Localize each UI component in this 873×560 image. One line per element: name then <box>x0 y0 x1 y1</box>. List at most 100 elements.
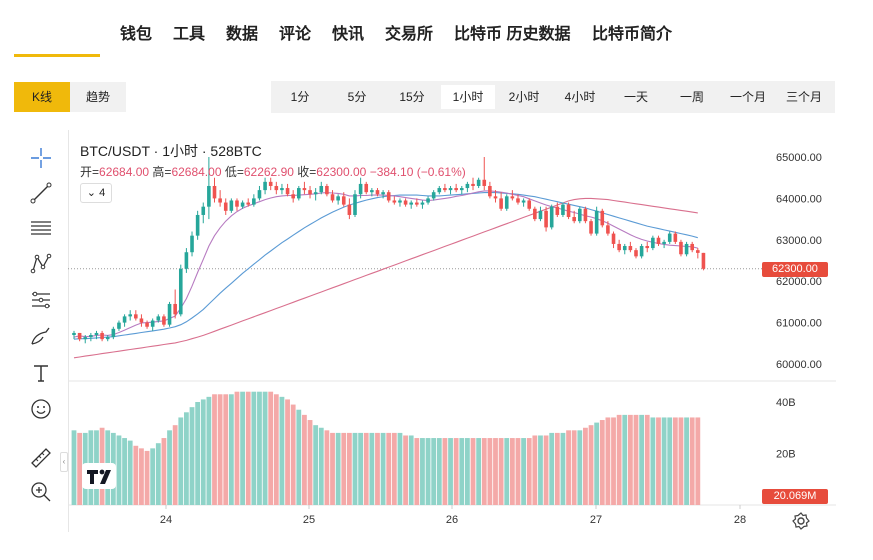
interval-3months[interactable]: 三个月 <box>785 90 822 104</box>
candle-body <box>606 225 610 234</box>
tab-trend[interactable]: 趋势 <box>70 82 126 112</box>
nav-comments[interactable]: 评论 <box>279 26 312 43</box>
interval-1min[interactable]: 1分 <box>290 90 310 104</box>
candle-body <box>178 268 183 315</box>
candle <box>117 320 121 331</box>
volume-bar <box>605 417 611 505</box>
candle-body <box>572 217 576 222</box>
interval-2h[interactable]: 2小时 <box>508 90 540 104</box>
candle <box>448 185 453 195</box>
volume-bar <box>363 432 369 505</box>
candle-body <box>611 233 616 244</box>
volume-bar <box>639 414 645 505</box>
price-tick-label: 61000.00 <box>776 318 822 330</box>
gear-icon[interactable] <box>791 511 811 531</box>
tab-kline[interactable]: K线 <box>14 82 70 112</box>
candle <box>370 188 374 197</box>
horizontal-lines-icon[interactable] <box>24 212 58 244</box>
nav-btc-history[interactable]: 比特币 历史数据 <box>454 26 571 43</box>
candle <box>443 183 447 193</box>
high-value: 62684.00 <box>171 165 222 179</box>
volume-bar <box>380 432 386 505</box>
candle <box>156 314 161 323</box>
candle-body <box>634 250 638 257</box>
volume-bar <box>279 396 285 505</box>
candle-body <box>257 190 262 199</box>
interval-15min[interactable]: 15分 <box>399 90 425 104</box>
high-label: 高= <box>152 165 172 179</box>
candle-body <box>409 202 413 205</box>
brush-icon[interactable] <box>24 320 58 352</box>
crosshair-icon[interactable] <box>24 142 58 174</box>
fib-levels-icon[interactable] <box>24 284 58 316</box>
interval-1month[interactable]: 一个月 <box>729 90 766 104</box>
candle <box>476 177 481 189</box>
candle <box>403 198 408 207</box>
candle-body <box>667 233 672 242</box>
volume-bar <box>594 422 600 505</box>
candle-body <box>128 314 132 317</box>
interval-5min[interactable]: 5分 <box>347 90 367 104</box>
candle-body <box>100 332 104 340</box>
nav-wallet[interactable]: 钱包 <box>120 26 153 43</box>
pattern-icon[interactable] <box>24 248 58 280</box>
candle <box>589 219 593 236</box>
candle-body <box>274 185 279 191</box>
ruler-icon[interactable] <box>24 442 58 474</box>
candle <box>336 194 340 205</box>
nav-btc-intro[interactable]: 比特币简介 <box>592 26 673 43</box>
interval-1h[interactable]: 1小时 <box>441 85 495 109</box>
candle <box>538 206 543 222</box>
chevron-down-icon: ⌄ <box>86 187 97 199</box>
candle <box>341 192 346 207</box>
candle <box>555 202 560 218</box>
volume-bar <box>195 402 201 505</box>
interval-1day[interactable]: 一天 <box>623 90 648 104</box>
volume-bar <box>414 438 420 505</box>
zoom-in-icon[interactable] <box>24 476 58 508</box>
trend-line-icon[interactable] <box>24 177 58 209</box>
interval-4h[interactable]: 4小时 <box>564 90 596 104</box>
candle-body <box>336 196 340 201</box>
candle <box>246 198 251 207</box>
candle <box>426 196 430 205</box>
candle-body <box>448 188 453 191</box>
candle-body <box>105 337 110 340</box>
candle-body <box>516 198 520 203</box>
interval-1week[interactable]: 一周 <box>679 90 704 104</box>
nav-exchanges[interactable]: 交易所 <box>385 26 434 43</box>
low-label: 低= <box>224 165 244 179</box>
candle-body <box>673 233 678 242</box>
candle-body <box>111 328 116 338</box>
nav-tools[interactable]: 工具 <box>173 26 206 43</box>
text-icon[interactable] <box>24 357 58 389</box>
emoji-icon[interactable] <box>24 393 58 425</box>
indicator-toggle[interactable]: ⌄ 4 <box>80 183 112 203</box>
volume-bar <box>285 399 290 505</box>
volume-bar <box>560 432 566 505</box>
nav-news-flash[interactable]: 快讯 <box>332 26 365 43</box>
volume-bar <box>189 407 195 505</box>
candle-body <box>285 188 290 195</box>
candle <box>415 198 419 207</box>
volume-bar <box>257 391 262 505</box>
volume-bar <box>127 440 133 505</box>
volume-bar <box>369 432 375 505</box>
candle-body <box>358 183 363 195</box>
candle <box>302 181 307 195</box>
volume-bar <box>476 438 482 505</box>
candle-body <box>173 303 177 315</box>
candle <box>645 241 650 253</box>
candle <box>223 198 228 215</box>
candle <box>167 301 172 327</box>
volume-bar <box>408 435 414 505</box>
toolbar-collapse-handle[interactable]: ‹ <box>60 452 68 472</box>
nav-data[interactable]: 数据 <box>226 26 259 43</box>
candle-body <box>252 198 256 205</box>
candle <box>274 181 279 195</box>
volume-bar <box>554 432 560 505</box>
volume-bar <box>571 430 577 505</box>
candle-body <box>454 188 458 191</box>
volume-bar <box>588 425 594 505</box>
